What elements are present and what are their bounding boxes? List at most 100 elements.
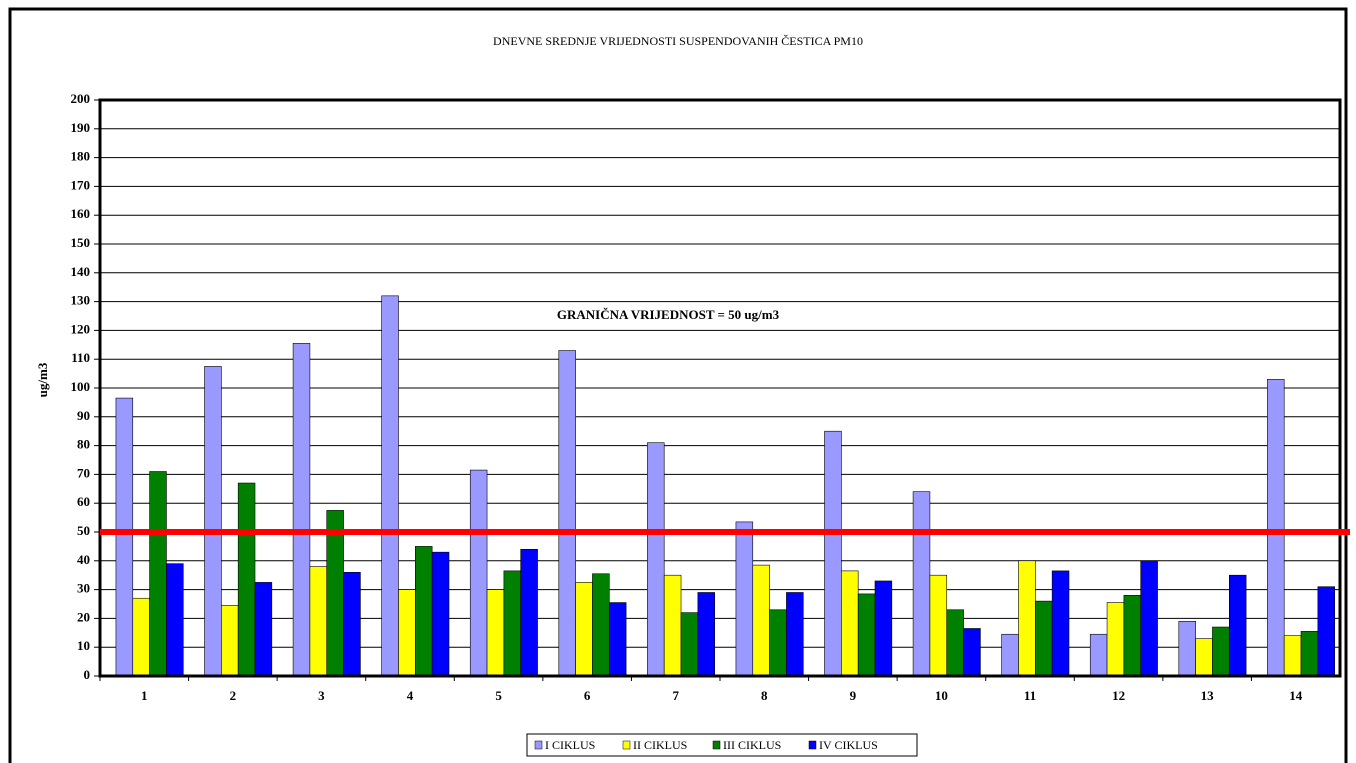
bar [431,551,450,677]
x-tick-label: 14 [1289,688,1303,703]
y-tick-label: 200 [71,91,91,106]
x-tick-label: 13 [1201,688,1215,703]
legend-label: III CIKLUS [723,738,781,752]
plot-border [98,98,1342,678]
bar [857,593,876,677]
bar [204,366,222,677]
bar [946,609,964,677]
y-tick-label: 120 [71,321,91,336]
bar [680,612,699,677]
y-tick-label: 40 [77,552,90,567]
x-tick-label: 3 [318,688,325,703]
y-tick-label: 180 [71,149,91,164]
y-tick-label: 190 [71,120,91,135]
x-tick-label: 1 [141,688,148,703]
legend-swatch [712,740,721,750]
bar [592,573,610,677]
legend-swatch [808,740,817,750]
bar [132,597,150,677]
x-tick-label: 8 [761,688,768,703]
x-tick-label: 9 [850,688,857,703]
y-tick-label: 170 [71,177,91,192]
bar [786,592,804,677]
bar [1228,574,1247,677]
bar [1106,602,1125,677]
bar [697,592,715,677]
bar [608,602,627,677]
bar [769,609,787,677]
y-tick-label: 110 [71,350,90,365]
bar [1195,638,1213,677]
bar [1140,560,1158,677]
y-tick-label: 20 [77,609,90,624]
legend-swatch [534,740,543,750]
frame [8,7,1348,763]
legend-label: I CIKLUS [545,738,595,752]
x-tick-label: 11 [1024,688,1036,703]
bar [752,564,770,677]
bar [912,491,931,677]
y-tick-label: 160 [71,206,91,221]
bar [1051,570,1070,677]
x-tick-label: 7 [672,688,679,703]
y-tick-label: 0 [84,667,91,682]
bar [1018,560,1036,677]
x-tick-label: 6 [584,688,591,703]
bar [520,548,538,677]
bar [486,589,505,677]
x-tick-label: 4 [407,688,414,703]
bar [1317,586,1335,677]
bar [929,574,948,677]
y-tick-label: 30 [77,581,90,596]
annotation: GRANIČNA VRIJEDNOST = 50 ug/m3 [557,307,780,322]
y-tick-label: 10 [77,638,90,653]
legend-label: IV CIKLUS [819,738,878,752]
bar [824,430,842,677]
bar [1001,633,1019,677]
y-tick-label: 130 [71,293,91,308]
legend-box [526,733,918,757]
bar [874,580,893,677]
bar [254,582,273,677]
bar [735,521,754,677]
bar [558,350,576,677]
y-axis-label: ug/m3 [35,362,50,397]
bar [841,570,859,677]
bar [115,397,134,677]
bar [1300,631,1319,677]
bar [381,295,399,677]
x-tick-label: 12 [1112,688,1125,703]
bar [1123,595,1142,677]
bar [292,343,311,677]
bar [398,589,416,677]
chart-title: DNEVNE SREDNJE VRIJEDNOSTI SUSPENDOVANIH… [493,34,863,48]
bar [503,570,522,677]
bar [1178,620,1196,677]
bar [326,510,344,677]
y-tick-label: 70 [77,465,90,480]
bar [221,605,239,677]
y-tick-label: 140 [71,264,91,279]
y-tick-label: 90 [77,408,90,423]
bar [343,572,361,677]
bar [237,482,256,677]
legend-label: II CIKLUS [633,738,687,752]
x-tick-label: 10 [935,688,948,703]
bar [469,469,488,677]
y-tick-label: 50 [77,523,90,538]
y-tick-label: 60 [77,494,90,509]
bar [647,442,665,677]
bar [1267,379,1285,677]
legend-swatch [622,740,631,750]
bar [166,563,184,677]
bar [1212,626,1230,677]
bar [415,546,433,677]
bar [149,471,167,677]
y-tick-label: 100 [71,379,91,394]
bar [1035,600,1053,677]
y-tick-label: 80 [77,437,90,452]
bar [1283,635,1302,677]
bar [663,574,682,677]
bar [1089,633,1108,677]
bar [309,566,328,677]
